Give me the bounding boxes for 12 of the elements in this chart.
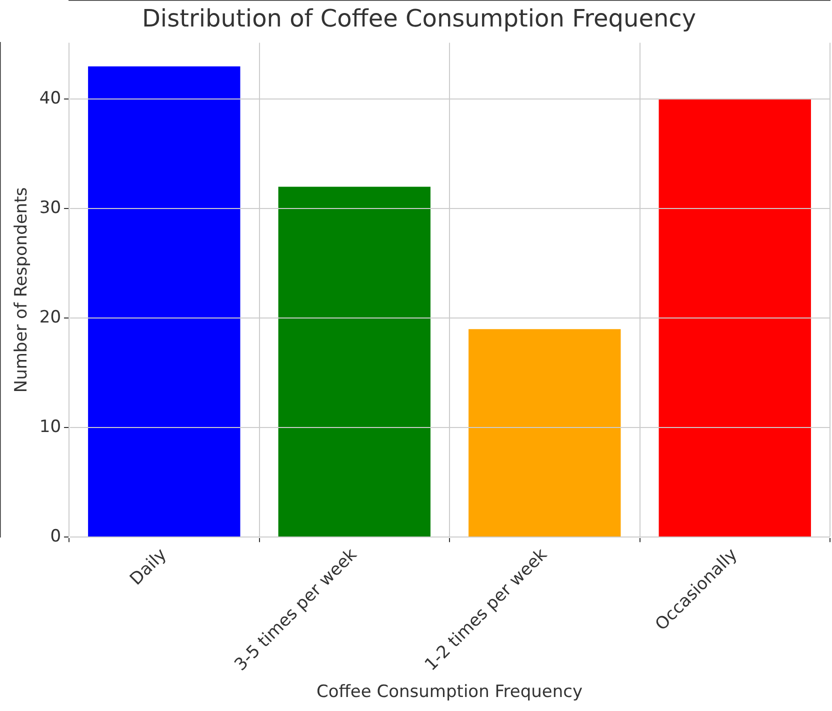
chart-title: Distribution of Coffee Consumption Frequency [142, 4, 696, 33]
x-axis-title: Coffee Consumption Frequency [316, 682, 583, 702]
y-tick-label: 10 [39, 417, 62, 438]
y-tick-label: 40 [39, 88, 62, 109]
y-axis-title: Number of Respondents [12, 187, 32, 393]
y-tick-label: 20 [39, 308, 62, 328]
bar [88, 66, 240, 537]
y-tick-label: 0 [50, 526, 62, 547]
bar [658, 99, 811, 537]
y-tick-label: 30 [39, 198, 62, 218]
bar [278, 186, 430, 537]
bar [468, 329, 621, 537]
